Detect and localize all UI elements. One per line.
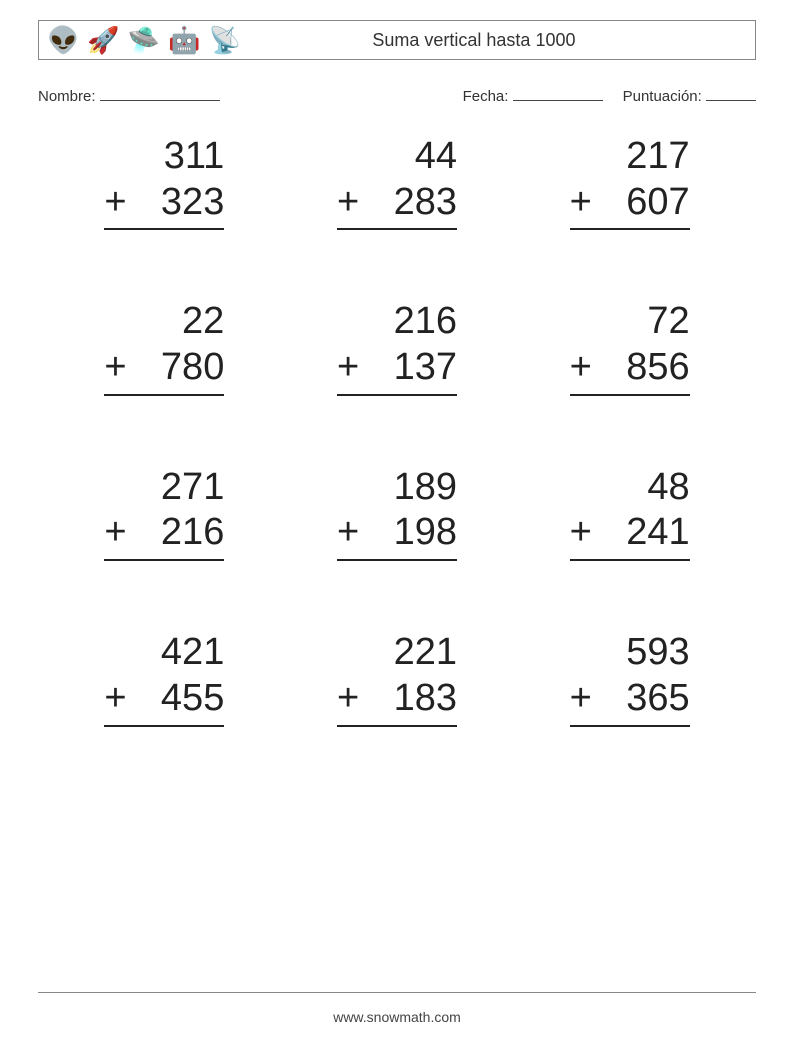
operator: + bbox=[570, 181, 598, 225]
problem-bottom-row: +455 bbox=[104, 677, 224, 727]
problem-bottom: 323 bbox=[132, 181, 224, 225]
problem-bottom: 241 bbox=[598, 511, 690, 555]
problem-top: 593 bbox=[570, 631, 690, 675]
problem-bottom: 365 bbox=[598, 677, 690, 721]
problems-grid: 311+32344+283217+60722+780216+13772+8562… bbox=[38, 135, 756, 727]
meta-row: Nombre: Fecha: Puntuación: bbox=[38, 88, 756, 105]
operator: + bbox=[337, 181, 365, 225]
score-field: Puntuación: bbox=[623, 88, 756, 105]
problem-bottom-row: +607 bbox=[570, 181, 690, 231]
problem-bottom-row: +137 bbox=[337, 346, 457, 396]
robot-icon: 🤖 bbox=[168, 27, 200, 53]
operator: + bbox=[104, 511, 132, 555]
problem-bottom: 780 bbox=[132, 346, 224, 390]
problem-bottom: 137 bbox=[365, 346, 457, 390]
problem: 22+780 bbox=[68, 300, 261, 395]
operator: + bbox=[104, 677, 132, 721]
problem-bottom-row: +183 bbox=[337, 677, 457, 727]
problem-top: 216 bbox=[337, 300, 457, 344]
problem: 216+137 bbox=[301, 300, 494, 395]
problem: 217+607 bbox=[533, 135, 726, 230]
worksheet-title: Suma vertical hasta 1000 bbox=[241, 30, 747, 51]
operator: + bbox=[337, 511, 365, 555]
problem-bottom-row: +856 bbox=[570, 346, 690, 396]
problem-bottom: 283 bbox=[365, 181, 457, 225]
problem: 421+455 bbox=[68, 631, 261, 726]
problem: 221+183 bbox=[301, 631, 494, 726]
problem: 44+283 bbox=[301, 135, 494, 230]
name-label: Nombre: bbox=[38, 88, 96, 105]
date-label: Fecha: bbox=[463, 88, 509, 105]
date-field: Fecha: bbox=[463, 88, 603, 105]
operator: + bbox=[570, 511, 598, 555]
problem-bottom: 607 bbox=[598, 181, 690, 225]
operator: + bbox=[570, 677, 598, 721]
operator: + bbox=[570, 346, 598, 390]
problem: 189+198 bbox=[301, 466, 494, 561]
problem-bottom: 856 bbox=[598, 346, 690, 390]
operator: + bbox=[104, 181, 132, 225]
problem-top: 217 bbox=[570, 135, 690, 179]
date-blank[interactable] bbox=[513, 100, 603, 101]
problem: 311+323 bbox=[68, 135, 261, 230]
name-blank[interactable] bbox=[100, 100, 220, 101]
score-label: Puntuación: bbox=[623, 88, 702, 105]
problem-bottom-row: +198 bbox=[337, 511, 457, 561]
problem-top: 48 bbox=[570, 466, 690, 510]
footer-divider bbox=[38, 992, 756, 993]
name-field: Nombre: bbox=[38, 88, 463, 105]
problem: 271+216 bbox=[68, 466, 261, 561]
problem-bottom-row: +241 bbox=[570, 511, 690, 561]
problem-bottom-row: +283 bbox=[337, 181, 457, 231]
alien-icon: 👽 bbox=[47, 27, 79, 53]
problem: 48+241 bbox=[533, 466, 726, 561]
problem-top: 271 bbox=[104, 466, 224, 510]
problem-bottom: 216 bbox=[132, 511, 224, 555]
problem: 593+365 bbox=[533, 631, 726, 726]
operator: + bbox=[337, 677, 365, 721]
operator: + bbox=[337, 346, 365, 390]
problem-top: 72 bbox=[570, 300, 690, 344]
problem-top: 22 bbox=[104, 300, 224, 344]
page-header: 👽 🚀 🛸 🤖 📡 Suma vertical hasta 1000 bbox=[38, 20, 756, 60]
problem-bottom-row: +216 bbox=[104, 511, 224, 561]
problem-bottom-row: +780 bbox=[104, 346, 224, 396]
problem-bottom: 183 bbox=[365, 677, 457, 721]
problem-top: 221 bbox=[337, 631, 457, 675]
problem-bottom-row: +323 bbox=[104, 181, 224, 231]
worksheet-page: 👽 🚀 🛸 🤖 📡 Suma vertical hasta 1000 Nombr… bbox=[0, 0, 794, 1053]
problem-top: 421 bbox=[104, 631, 224, 675]
problem-top: 311 bbox=[104, 135, 224, 179]
ufo-icon: 🛸 bbox=[128, 27, 160, 53]
problem-bottom: 198 bbox=[365, 511, 457, 555]
problem-bottom-row: +365 bbox=[570, 677, 690, 727]
problem: 72+856 bbox=[533, 300, 726, 395]
score-blank[interactable] bbox=[706, 100, 756, 101]
problem-top: 44 bbox=[337, 135, 457, 179]
footer-url: www.snowmath.com bbox=[0, 1009, 794, 1025]
rocket-icon: 🚀 bbox=[87, 27, 119, 53]
problem-top: 189 bbox=[337, 466, 457, 510]
satellite-icon: 📡 bbox=[209, 27, 241, 53]
header-icons: 👽 🚀 🛸 🤖 📡 bbox=[47, 27, 241, 53]
problem-bottom: 455 bbox=[132, 677, 224, 721]
operator: + bbox=[104, 346, 132, 390]
